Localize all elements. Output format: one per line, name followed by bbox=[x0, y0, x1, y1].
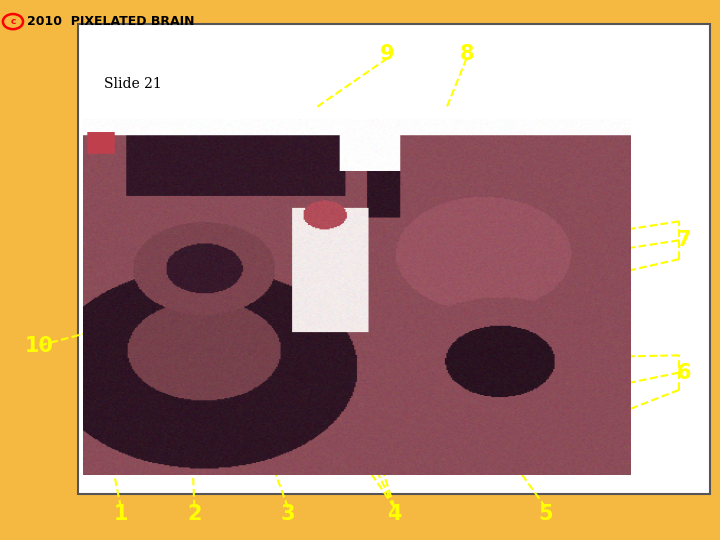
Text: 7: 7 bbox=[677, 230, 691, 251]
Circle shape bbox=[313, 268, 332, 282]
Text: 10: 10 bbox=[25, 335, 54, 356]
Text: 1: 1 bbox=[114, 504, 128, 524]
Text: 5: 5 bbox=[539, 504, 553, 524]
Text: 8: 8 bbox=[459, 44, 474, 64]
Text: 4: 4 bbox=[387, 504, 402, 524]
Text: 2: 2 bbox=[187, 504, 202, 524]
Text: Slide 21: Slide 21 bbox=[104, 77, 162, 91]
Text: 9: 9 bbox=[380, 44, 395, 64]
Circle shape bbox=[313, 253, 332, 267]
Text: 2010  PIXELATED BRAIN: 2010 PIXELATED BRAIN bbox=[27, 15, 195, 28]
Text: c: c bbox=[10, 17, 16, 26]
Text: 6: 6 bbox=[677, 362, 691, 383]
Circle shape bbox=[313, 298, 332, 312]
Text: 3: 3 bbox=[281, 504, 295, 524]
Circle shape bbox=[313, 284, 332, 298]
Bar bbox=[78, 24, 710, 494]
